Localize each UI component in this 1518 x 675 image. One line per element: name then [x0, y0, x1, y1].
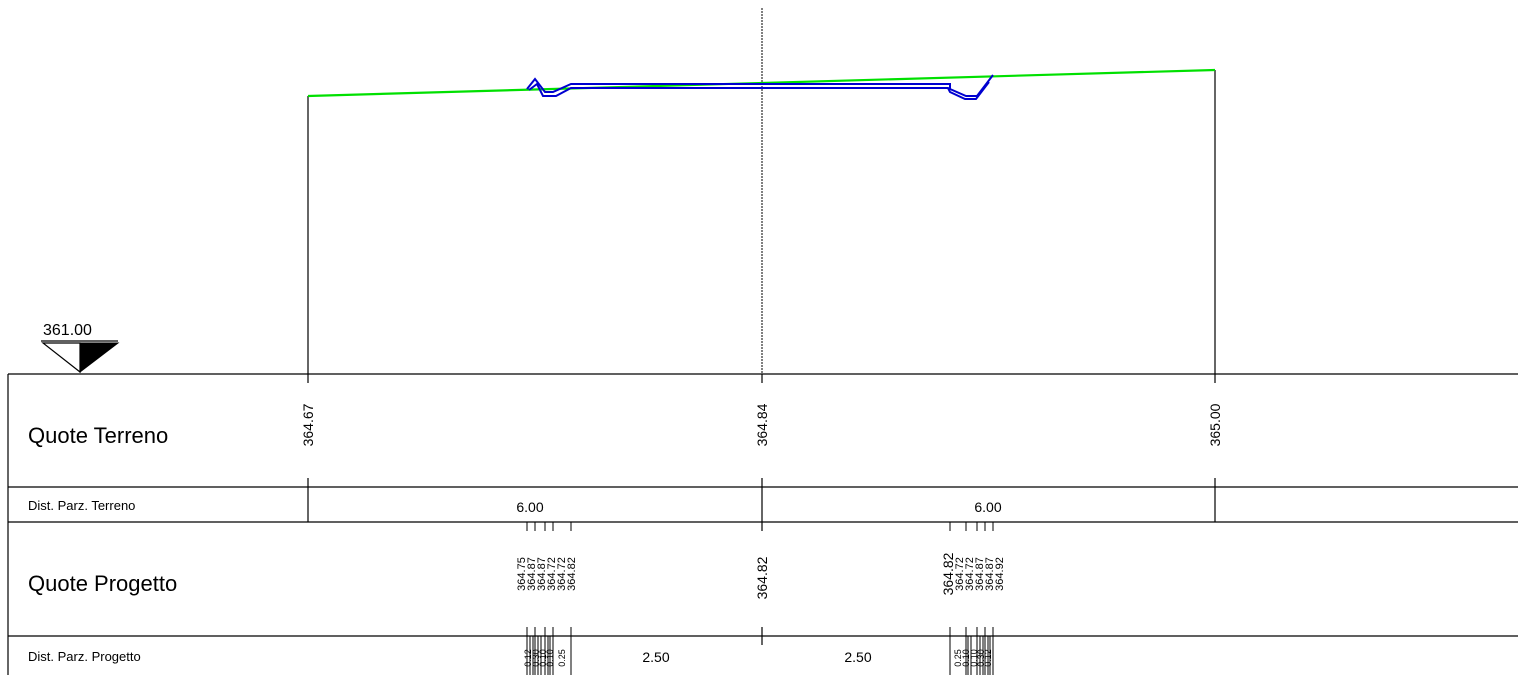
project-distance-right: 2.50 [844, 649, 871, 665]
project-elevation-right-label: 364.87 [984, 557, 996, 591]
project-elevation-left-label: 364.87 [536, 557, 548, 591]
project-small-distance-left: 0.25 [557, 649, 567, 667]
datum-label: 361.00 [43, 322, 92, 339]
terrain-distance-right: 6.00 [974, 499, 1001, 515]
row-label-dist-parz-terreno: Dist. Parz. Terreno [28, 498, 135, 513]
project-small-distance-left: 0.10 [538, 649, 548, 667]
terrain-elevation-right: 365.00 [1207, 403, 1223, 446]
row-label-dist-parz-progetto: Dist. Parz. Progetto [28, 649, 141, 664]
project-small-distances-right: 0.250.100.100.300.12 [953, 649, 993, 667]
project-small-distance-left: 0.10 [545, 649, 555, 667]
project-section [526, 74, 994, 100]
project-small-distance-right: 0.12 [983, 649, 993, 667]
project-point-ticks [526, 522, 994, 675]
terrain-elevation-left: 364.67 [300, 403, 316, 446]
project-section-lower [528, 81, 990, 100]
datum-triangle-left [41, 342, 81, 374]
project-elevation-right-label: 364.92 [994, 557, 1006, 591]
project-elevation-right-label: 364.82 [940, 552, 956, 595]
project-small-distance-right: 0.10 [961, 649, 971, 667]
datum-triangle-right [79, 342, 120, 374]
table-grid [7, 373, 1518, 675]
project-small-distance-left: 0.12 [523, 649, 533, 667]
row-label-quote-terreno: Quote Terreno [28, 423, 168, 448]
project-small-distance-right: 0.30 [976, 649, 986, 667]
project-elevation-left-label: 364.72 [556, 557, 568, 591]
project-distance-left: 2.50 [642, 649, 669, 665]
project-small-distance-right: 0.10 [969, 649, 979, 667]
project-elevation-right-label: 364.72 [964, 557, 976, 591]
project-small-distance-left: 0.30 [531, 649, 541, 667]
project-section-upper [526, 74, 994, 97]
project-small-distance-right: 0.25 [953, 649, 963, 667]
row-label-quote-progetto: Quote Progetto [28, 571, 177, 596]
project-elevation-right-label: 364.87 [974, 557, 986, 591]
project-elevation-right-label: 364.72 [954, 557, 966, 591]
project-elevation-left-label: 364.87 [526, 557, 538, 591]
terrain-distance-left: 6.00 [516, 499, 543, 515]
project-elevation-left-label: 364.75 [516, 557, 528, 591]
terrain-elevation-center: 364.84 [754, 403, 770, 446]
project-elevation-left-label: 364.72 [546, 557, 558, 591]
datum-marker: 361.00 [41, 322, 120, 374]
project-small-distances-left: 0.120.300.100.10 0.25 [523, 649, 567, 667]
project-elevation-left-label: 364.82 [566, 557, 578, 591]
project-elevation-center: 364.82 [754, 556, 770, 599]
